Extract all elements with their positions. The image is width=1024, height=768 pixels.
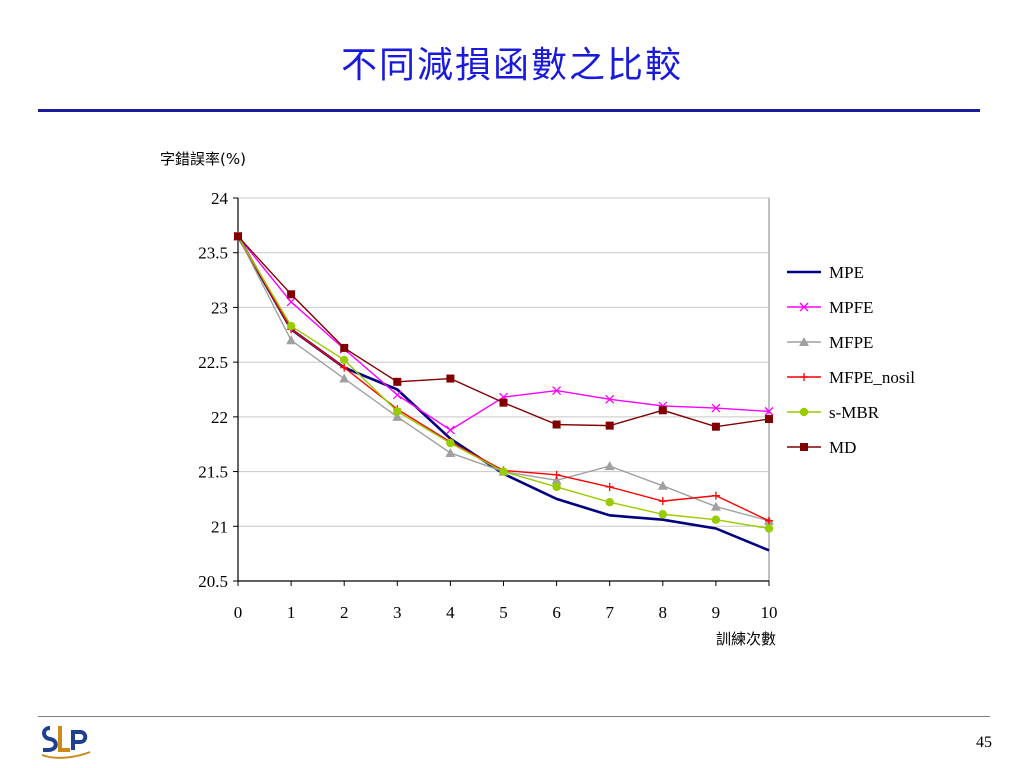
data-point-mfpe bbox=[657, 480, 668, 490]
x-tick-label: 4 bbox=[446, 603, 455, 622]
data-point-s-mbr bbox=[393, 407, 402, 416]
plot-frame bbox=[237, 197, 770, 582]
slide-title: 不同減損函數之比較 bbox=[340, 45, 683, 86]
title-divider bbox=[38, 109, 980, 112]
data-point-mfpe bbox=[286, 335, 297, 345]
legend-swatch-marker bbox=[799, 337, 809, 346]
y-tick-label: 22 bbox=[211, 408, 228, 427]
data-point-mpfe bbox=[552, 386, 562, 396]
data-point-mfpe bbox=[445, 447, 456, 457]
data-point-md bbox=[552, 420, 561, 429]
data-point-md bbox=[765, 415, 773, 424]
data-point-mfpe bbox=[604, 461, 615, 471]
data-point-mfpe-nosil bbox=[340, 363, 349, 372]
data-point-mpfe-stroke bbox=[605, 394, 615, 404]
data-point-md bbox=[234, 232, 242, 241]
x-axis-title: 訓練次數 bbox=[716, 630, 776, 648]
legend-item-mfpe-nosil: MFPE_nosil bbox=[787, 368, 915, 387]
legend-label: s-MBR bbox=[829, 403, 880, 422]
data-point-s-mbr bbox=[764, 524, 774, 533]
y-axis-title: 字錯誤率(%) bbox=[160, 150, 246, 168]
data-point-mfpe bbox=[710, 501, 721, 511]
data-point-s-mbr bbox=[446, 438, 455, 448]
legend-label: MFPE_nosil bbox=[829, 368, 915, 387]
legend-label: MD bbox=[829, 438, 856, 457]
data-point-mfpe bbox=[392, 411, 403, 421]
data-point-s-mbr bbox=[499, 467, 508, 476]
data-point-mpfe-stroke bbox=[392, 390, 402, 400]
x-tick-label: 2 bbox=[340, 603, 349, 622]
data-point-mfpe-nosil bbox=[552, 470, 561, 479]
y-tick-label: 23.5 bbox=[198, 244, 228, 263]
data-point-mfpe-nosil bbox=[711, 491, 720, 500]
series-md bbox=[234, 232, 773, 431]
data-point-s-mbr bbox=[711, 515, 721, 524]
x-tick-label: 0 bbox=[234, 603, 243, 622]
x-tick-label: 9 bbox=[712, 603, 721, 622]
data-point-md bbox=[711, 422, 720, 431]
data-point-md bbox=[446, 374, 455, 383]
x-tick-label: 8 bbox=[659, 603, 668, 622]
legend-label: MPE bbox=[829, 263, 864, 282]
data-point-mfpe-nosil bbox=[765, 516, 773, 525]
x-tick-label: 1 bbox=[287, 603, 296, 622]
data-point-mpfe bbox=[711, 403, 721, 413]
data-point-mpfe bbox=[392, 390, 402, 400]
data-point-md bbox=[605, 421, 614, 430]
footer-divider bbox=[38, 716, 990, 717]
data-point-s-mbr bbox=[658, 510, 667, 519]
legend-label: MPFE bbox=[829, 298, 873, 317]
data-point-mpfe-stroke bbox=[286, 297, 296, 307]
x-tick-label: 7 bbox=[605, 603, 614, 622]
data-point-mpfe-stroke bbox=[552, 386, 562, 396]
legend-item-md: MD bbox=[787, 438, 856, 457]
data-point-mpfe bbox=[605, 394, 615, 404]
data-point-md bbox=[499, 398, 508, 407]
data-point-s-mbr bbox=[552, 482, 561, 492]
slp-logo bbox=[41, 726, 91, 759]
data-point-mfpe-nosil bbox=[605, 482, 614, 491]
data-point-s-mbr bbox=[605, 498, 614, 507]
x-tick-label: 3 bbox=[393, 603, 402, 622]
legend-swatch-marker-stroke bbox=[799, 302, 809, 312]
legend: MPE MPFE MFPE MFPE_nosil s-MBR MD bbox=[787, 263, 915, 457]
legend-item-mpe: MPE bbox=[787, 263, 864, 282]
page-number: 45 bbox=[976, 734, 992, 751]
legend-item-mpfe: MPFE bbox=[787, 298, 873, 317]
data-point-mpfe bbox=[445, 425, 455, 435]
x-tick-label: 10 bbox=[761, 603, 778, 622]
y-tick-label: 21 bbox=[211, 517, 228, 536]
legend-item-mfpe: MFPE bbox=[787, 333, 873, 352]
data-point-mfpe bbox=[339, 373, 350, 383]
legend-swatch-marker bbox=[800, 443, 808, 451]
legend-item-s-mbr: s-MBR bbox=[787, 403, 880, 422]
y-tick-label: 24 bbox=[211, 189, 229, 208]
y-tick-label: 20.5 bbox=[198, 572, 228, 591]
data-point-mpfe-stroke bbox=[445, 425, 455, 435]
data-point-md bbox=[340, 343, 349, 352]
x-tick-label: 5 bbox=[499, 603, 508, 622]
data-point-mpfe-stroke bbox=[764, 406, 774, 416]
legend-swatch-marker bbox=[799, 407, 809, 417]
data-point-mpfe bbox=[286, 297, 296, 307]
data-point-s-mbr bbox=[286, 321, 296, 331]
y-tick-label: 23 bbox=[211, 298, 228, 317]
data-point-mfpe bbox=[551, 475, 562, 485]
legend-swatch-marker bbox=[800, 373, 808, 381]
data-point-mpfe-stroke bbox=[711, 403, 721, 413]
series-s-mbr bbox=[233, 232, 774, 533]
data-point-mfpe-nosil bbox=[658, 497, 667, 506]
y-tick-label: 22.5 bbox=[198, 353, 228, 372]
x-tick-label: 6 bbox=[552, 603, 561, 622]
y-tick-label: 21.5 bbox=[198, 463, 228, 482]
legend-label: MFPE bbox=[829, 333, 873, 352]
data-point-md bbox=[287, 290, 296, 299]
data-point-md bbox=[393, 377, 402, 386]
legend-swatch-marker bbox=[799, 302, 809, 312]
data-point-mpfe bbox=[764, 406, 774, 416]
data-point-md bbox=[658, 406, 667, 415]
data-point-s-mbr bbox=[340, 355, 349, 365]
